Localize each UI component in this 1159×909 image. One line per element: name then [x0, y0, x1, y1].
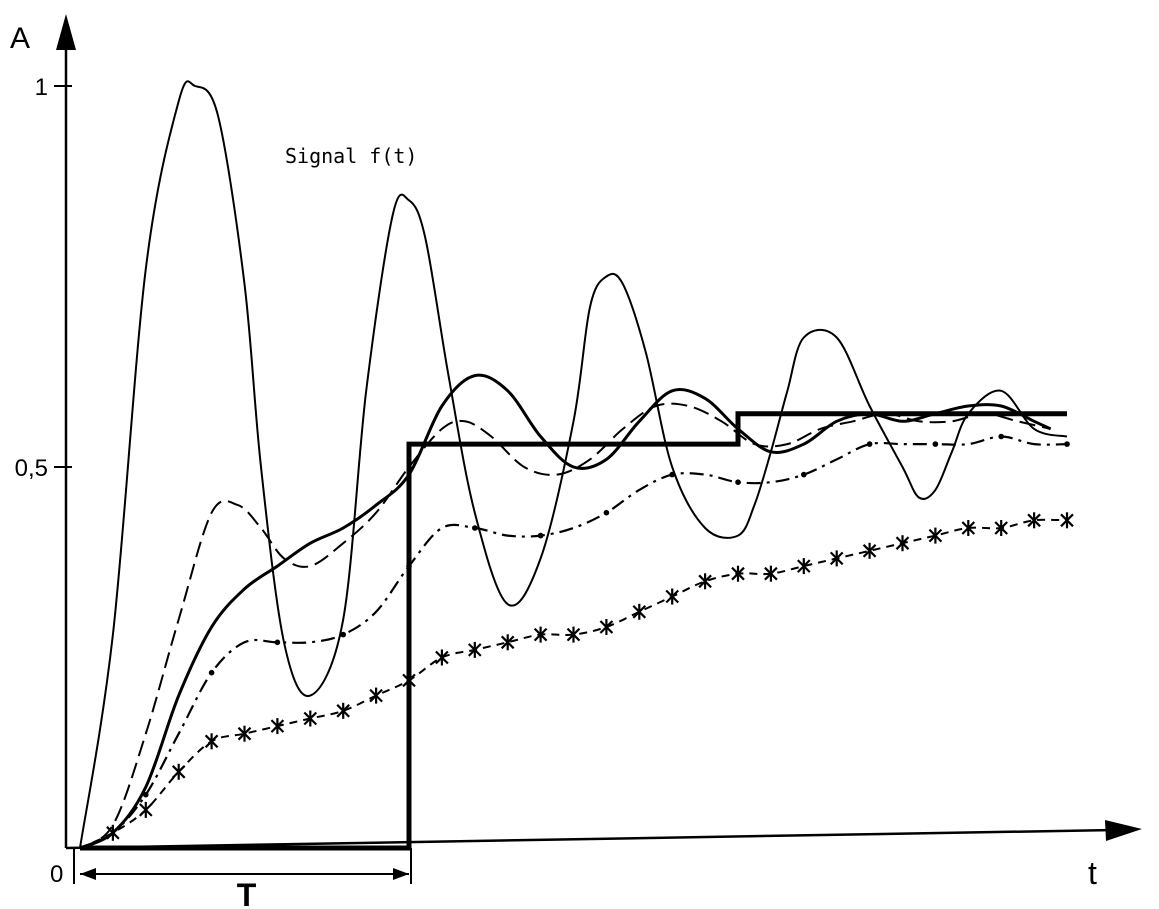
y-axis-label: A: [10, 22, 30, 55]
star-marker: [632, 603, 647, 620]
star-marker: [731, 565, 745, 582]
star-marker: [369, 687, 383, 704]
star-marker: [698, 573, 712, 590]
star-marker: [764, 565, 778, 582]
star-marker: [862, 542, 877, 559]
star-marker: [303, 710, 318, 727]
series-star-marked: [79, 518, 1068, 849]
star-marker: [599, 619, 614, 635]
y-tick-label-1: 1: [35, 74, 48, 101]
star-marker: [500, 634, 515, 651]
dot-marker: [537, 532, 544, 539]
y-axis-arrow: [56, 14, 76, 50]
dot-marker: [866, 441, 873, 447]
dot-marker: [472, 525, 478, 531]
star-marker: [797, 558, 811, 575]
period-arrow-left: [80, 868, 96, 880]
dot-marker: [998, 433, 1004, 440]
dot-marker: [274, 639, 281, 646]
dot-marker: [1064, 441, 1070, 447]
dot-marker: [735, 479, 741, 486]
series-dash-dot: [79, 435, 1068, 850]
star-marker: [961, 520, 976, 536]
star-marker: [336, 702, 350, 719]
dot-marker: [932, 441, 939, 447]
x-axis: [65, 828, 1116, 850]
star-marker: [1027, 512, 1041, 529]
star-marker: [829, 550, 844, 567]
star-marker: [106, 824, 120, 841]
star-marker: [139, 801, 153, 818]
star-marker: [171, 763, 186, 780]
x-axis-arrow: [1105, 820, 1142, 841]
axes: [56, 14, 1142, 850]
period-label: T: [237, 877, 257, 909]
signal-annotation: Signal f(t): [285, 144, 417, 168]
star-marker: [566, 626, 581, 643]
dot-marker: [801, 471, 807, 478]
dot-marker: [143, 791, 149, 798]
star-marker: [270, 718, 285, 735]
period-arrow-right: [393, 868, 409, 880]
star-marker: [204, 733, 219, 750]
origin-label: 0: [50, 861, 63, 888]
dot-marker: [603, 509, 610, 516]
star-marker: [1060, 512, 1074, 529]
dot-marker: [208, 669, 215, 676]
star-marker: [665, 588, 679, 605]
series-solid-bold: [79, 373, 1052, 850]
dot-marker: [340, 631, 347, 638]
star-marker: [895, 535, 910, 552]
series-layer: [79, 80, 1074, 850]
input-layer: [80, 411, 1067, 851]
star-marker: [994, 520, 1008, 536]
star-marker: [928, 527, 943, 544]
dot-marker: [669, 471, 675, 478]
star-marker: [468, 641, 482, 658]
y-tick-label-0,5: 0,5: [15, 455, 48, 482]
x-axis-label: t: [1088, 855, 1097, 891]
star-marker: [533, 626, 548, 643]
star-marker: [237, 725, 252, 742]
star-marker: [435, 649, 449, 666]
series-solid-thin: [79, 80, 1068, 849]
period-marker: T: [73, 848, 412, 909]
input-signal: [80, 411, 1067, 851]
y-ticks: 0,51: [15, 74, 72, 482]
